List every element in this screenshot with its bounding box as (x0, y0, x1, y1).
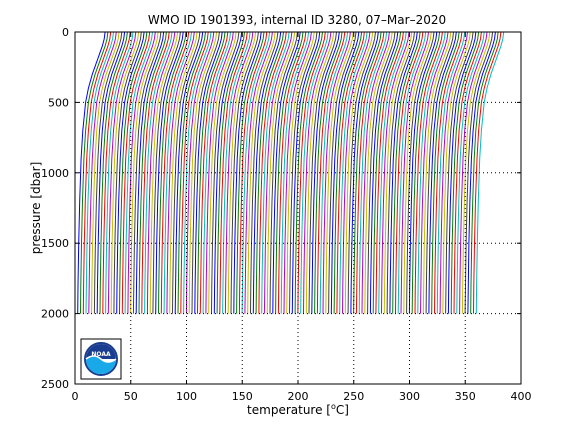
profile-line (227, 31, 257, 314)
profile-line (113, 31, 142, 314)
profile-line (336, 31, 365, 314)
profile-line (152, 31, 181, 314)
profile-line (132, 31, 162, 314)
profile-line (116, 31, 145, 314)
profile-line (428, 31, 457, 314)
profile-line (124, 31, 153, 314)
profile-line (291, 31, 321, 314)
noaa-logo: NOAA (80, 338, 122, 380)
profile-line (456, 31, 485, 314)
y-axis-label: pressure [dbar] (29, 162, 43, 255)
profile-line (180, 31, 209, 314)
chart-title: WMO ID 1901393, internal ID 3280, 07–Mar… (148, 13, 446, 27)
profile-line (144, 31, 173, 314)
svg-text:NOAA: NOAA (91, 351, 111, 358)
profile-line (464, 31, 494, 314)
x-tick-label: 250 (343, 390, 364, 403)
profile-line (328, 31, 357, 314)
profile-line (88, 31, 117, 314)
x-tick-label: 300 (399, 390, 420, 403)
profile-line (436, 31, 466, 314)
x-ticks: 0 50 100 150 200 250 300 350 400 (72, 32, 532, 403)
profile-line (107, 31, 137, 314)
x-tick-label: 150 (232, 390, 253, 403)
profile-line (408, 31, 438, 314)
profile-line (389, 31, 418, 314)
profile-line (420, 31, 449, 314)
profile-line (172, 31, 201, 314)
profile-line (289, 31, 318, 314)
profile-line (325, 31, 354, 314)
profile-line (308, 31, 337, 314)
profile-line (411, 31, 441, 314)
x-tick-label: 400 (511, 390, 532, 403)
profile-line (233, 31, 262, 314)
profile-line (252, 31, 282, 314)
x-axis-label-sup: o (331, 402, 336, 411)
y-tick-label: 0 (62, 26, 69, 39)
grid (75, 32, 521, 384)
profile-line (199, 31, 229, 314)
x-axis-label-post: C] (336, 403, 349, 417)
profile-line (344, 31, 374, 314)
profile-line (216, 31, 245, 314)
profile-line (300, 31, 329, 314)
profile-line (319, 31, 349, 314)
x-tick-label: 100 (176, 390, 197, 403)
profile-line (135, 31, 165, 314)
profile-line (417, 31, 446, 314)
profile-line (400, 31, 429, 314)
x-tick-label: 50 (124, 390, 138, 403)
profile-line (447, 31, 477, 314)
profile-line (141, 31, 170, 314)
profile-line (96, 31, 126, 314)
profile-line (263, 31, 293, 314)
profile-line (372, 31, 402, 314)
profile-line (316, 31, 346, 314)
x-tick-label: 0 (72, 390, 79, 403)
y-tick-label: 1000 (41, 167, 69, 180)
profile-line (364, 31, 393, 314)
profile-line (381, 31, 410, 314)
x-axis-label-pre: temperature [ (247, 403, 331, 417)
y-tick-label: 2000 (41, 308, 69, 321)
profile-line (355, 31, 385, 314)
profile-line (205, 31, 234, 314)
profile-line (188, 31, 218, 314)
profile-line (169, 31, 198, 314)
y-tick-label: 500 (48, 96, 69, 109)
profile-line (160, 31, 190, 314)
profile-line (197, 31, 226, 314)
y-tick-label: 1500 (41, 237, 69, 250)
profile-line (261, 31, 290, 314)
profile-line (445, 31, 474, 314)
profile-line (244, 31, 273, 314)
profile-line (208, 31, 237, 314)
profile-line (105, 31, 134, 314)
profile-line (353, 31, 382, 314)
profile-line (80, 31, 109, 314)
y-tick-label: 2500 (41, 378, 69, 391)
profile-line (236, 31, 265, 314)
profile-line (224, 31, 254, 314)
profile-line (475, 31, 505, 314)
profile-line (297, 31, 326, 314)
profile-line (272, 31, 301, 314)
x-tick-label: 200 (288, 390, 309, 403)
x-axis-label: temperature [oC] (247, 402, 349, 417)
profile-line (383, 31, 413, 314)
profile-line (473, 31, 502, 314)
x-tick-label: 350 (455, 390, 476, 403)
profile-line (280, 31, 310, 314)
profile-line (392, 31, 421, 314)
y-ticks: 0 500 1000 1500 2000 2500 (41, 26, 521, 391)
